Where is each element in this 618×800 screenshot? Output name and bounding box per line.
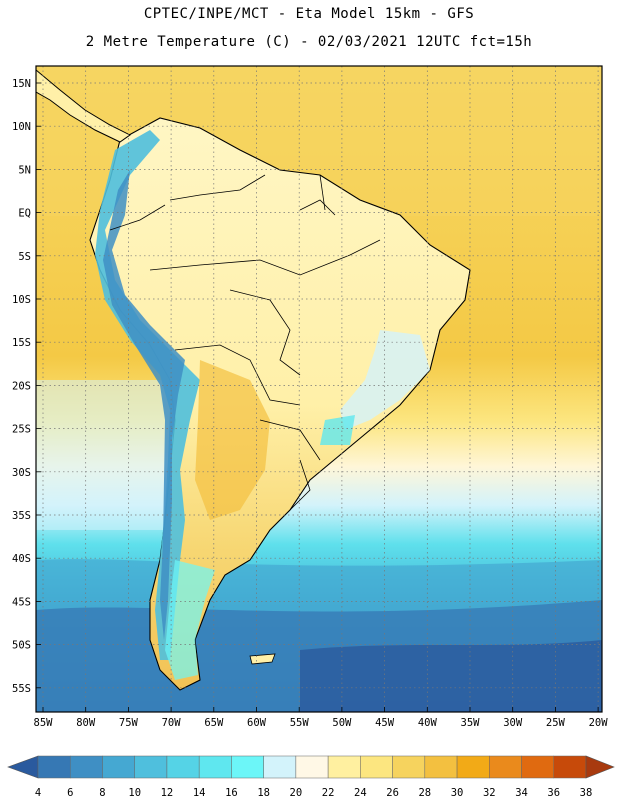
legend-swatch [102,755,135,779]
lat-label: 5S [18,251,31,263]
lon-label: 45W [375,717,395,729]
lon-label: 70W [162,717,182,729]
legend-value-label: 10 [128,787,141,799]
lat-label: 35S [12,510,31,522]
legend-swatch [69,755,103,779]
legend-swatch [392,755,426,779]
legend-value-label: 24 [354,787,367,799]
lon-label: 65W [204,717,224,729]
latitude-labels: 15N 10N 5N EQ 5S 10S 15S 20S 25S 30S 35S 40S 45S 50S 5… [12,78,41,695]
lon-label: 30W [503,717,523,729]
lon-label: 80W [76,717,96,729]
lon-label: 60W [247,717,267,729]
legend-swatch [231,755,264,779]
lat-label: EQ [18,208,31,220]
legend-swatch [295,755,329,779]
legend-value-label: 32 [483,787,496,799]
lat-label: 15S [12,337,31,349]
lat-label: 25S [12,424,31,436]
legend-value-label: 26 [386,787,399,799]
central-america-landmass [36,69,131,143]
map-frame [35,65,603,713]
lon-label: 25W [546,717,566,729]
legend-value-label: 16 [225,787,238,799]
lon-label: 85W [34,717,54,729]
lat-label: 50S [12,640,31,652]
legend-value-label: 12 [161,787,174,799]
legend-swatch [198,755,232,779]
legend-value-label: 18 [257,787,270,799]
lat-label: 30S [12,467,31,479]
map-field [36,66,602,712]
legend-swatch [489,755,522,779]
legend-swatch [521,755,555,779]
lat-label: 5N [18,164,31,176]
legend-swatch [456,755,490,779]
legend-value-label: 28 [418,787,431,799]
lat-label: 10N [12,121,31,133]
legend-swatch [263,755,297,779]
legend-value-label: 22 [322,787,335,799]
legend-value-label: 30 [451,787,464,799]
lon-label: 35W [461,717,481,729]
legend-value-label: 38 [580,787,593,799]
map-title-line1: CPTEC/INPE/MCT - Eta Model 15km - GFS [143,6,475,22]
lat-label: 15N [12,78,31,90]
legend-value-label: 34 [515,787,528,799]
lon-label: 20W [589,717,609,729]
lon-label: 55W [290,717,310,729]
legend-swatch [134,755,168,779]
legend-swatch [424,755,458,779]
lon-label: 75W [119,717,139,729]
legend-value-label: 36 [547,787,560,799]
lat-label: 20S [12,380,31,392]
lon-label: 50W [332,717,352,729]
legend-swatch [166,755,200,779]
legend-swatch [553,755,587,779]
legend-arrow-low [7,755,39,779]
lat-label: 40S [12,553,31,565]
country-borders [109,174,381,511]
lat-label: 55S [12,683,31,695]
legend-value-label: 20 [290,787,303,799]
legend-swatch [360,755,393,779]
legend-value-label: 4 [35,787,41,799]
legend-value-label: 8 [99,787,105,799]
andes-cold-band [95,130,200,660]
legend-swatch [327,755,361,779]
legend-arrow-high [585,755,615,779]
legend-value-label: 6 [67,787,73,799]
color-legend: 4 6 8 10 12 14 16 18 20 22 24 26 28 30 32 34 36 38 [7,755,615,799]
legend-swatch [37,755,71,779]
legend-value-label: 14 [193,787,206,799]
lon-label: 40W [418,717,438,729]
lat-label: 10S [12,294,31,306]
lat-label: 45S [12,596,31,608]
map-title-line2: 2 Metre Temperature (C) - 02/03/2021 12U… [85,34,533,50]
longitude-labels: 85W 80W 75W 70W 65W 60W 55W 50W 45W 40W 35W 30W 25W 2… [34,707,609,729]
